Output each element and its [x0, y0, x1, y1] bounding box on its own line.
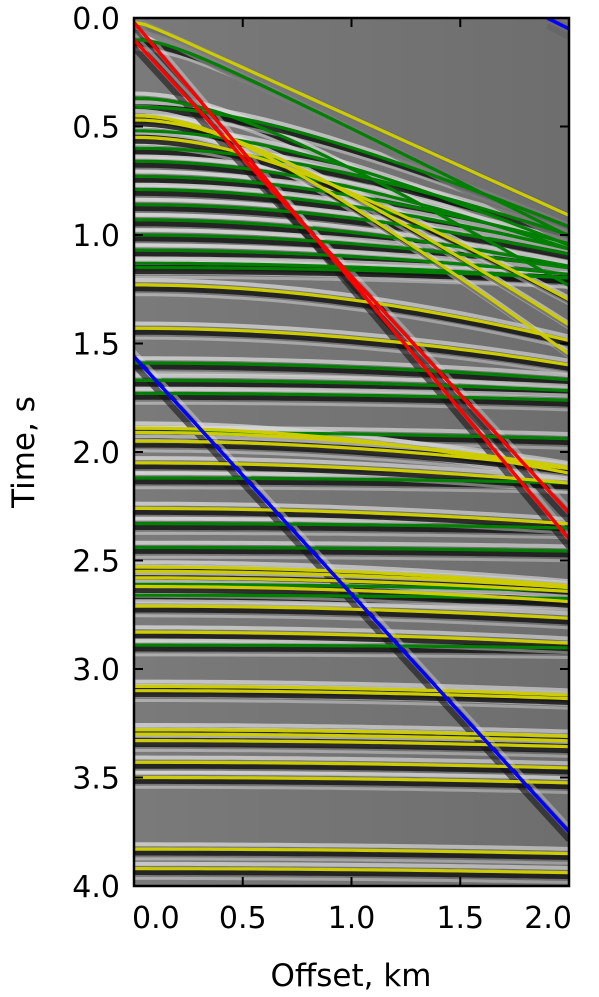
- y-tick-label: 1.5: [72, 328, 120, 363]
- yellow-hyperbola: [134, 20, 569, 217]
- x-tick-label: 1.0: [328, 901, 376, 936]
- yellow-hyperbola: [134, 565, 569, 588]
- yellow-hyperbola: [134, 576, 569, 593]
- green-hyperbola: [134, 105, 569, 229]
- x-tick-label: 2.0: [524, 901, 572, 936]
- green-hyperbola: [134, 218, 569, 268]
- green-hyperbola: [134, 476, 569, 485]
- yellow-hyperbola: [134, 739, 569, 749]
- yellow-hyperbola: [134, 604, 569, 620]
- green-hyperbola: [134, 391, 569, 402]
- yellow-hyperbola: [134, 732, 569, 743]
- x-tick-label: 0.5: [219, 901, 267, 936]
- yellow-hyperbola: [134, 118, 569, 327]
- y-tick-label: 0.5: [72, 111, 120, 146]
- yellow-hyperbola: [134, 439, 569, 471]
- green-hyperbola: [134, 361, 569, 382]
- yellow-hyperbola: [134, 630, 569, 645]
- green-hyperbola: [134, 129, 569, 247]
- y-tick-label: 3.0: [72, 653, 120, 688]
- x-tick-label: 1.5: [436, 901, 484, 936]
- y-tick-label: 0.0: [72, 2, 120, 37]
- yellow-hyperbola: [134, 326, 569, 367]
- yellow-hyperbola: [134, 684, 569, 697]
- yellow-hyperbola: [134, 461, 569, 485]
- x-tick-label: 0.0: [132, 901, 180, 936]
- yellow-hyperbola: [134, 283, 569, 342]
- picked-events: [134, 18, 569, 875]
- yellow-hyperbola: [134, 506, 569, 526]
- blue-linear-event: [546, 18, 569, 31]
- yellow-hyperbola: [134, 135, 569, 302]
- y-tick-label: 2.0: [72, 436, 120, 471]
- yellow-hyperbola: [134, 847, 569, 856]
- y-tick-label: 3.5: [72, 762, 120, 797]
- green-hyperbola: [134, 233, 569, 270]
- green-hyperbola: [134, 146, 569, 237]
- yellow-hyperbola: [134, 775, 569, 785]
- green-hyperbola: [134, 378, 569, 393]
- y-axis-label: Time, s: [6, 396, 42, 509]
- seismic-gather: [134, 18, 569, 886]
- yellow-hyperbola: [134, 760, 569, 770]
- red-linear-event: [134, 38, 569, 514]
- yellow-hyperbola: [134, 584, 569, 604]
- green-hyperbola: [134, 643, 569, 650]
- blue-linear-event: [134, 355, 569, 833]
- yellow-hyperbola: [134, 867, 569, 875]
- green-hyperbola: [134, 248, 569, 276]
- yellow-hyperbola: [134, 728, 569, 738]
- y-tick-label: 1.0: [72, 219, 120, 254]
- x-axis-label: Offset, km: [271, 958, 432, 994]
- green-hyperbola: [134, 203, 569, 256]
- green-hyperbola: [134, 582, 569, 593]
- green-hyperbola: [134, 265, 569, 280]
- yellow-hyperbola: [134, 689, 569, 701]
- y-tick-label: 2.5: [72, 545, 120, 580]
- red-linear-event: [134, 21, 569, 540]
- green-hyperbola: [134, 522, 569, 530]
- y-tick-label: 4.0: [72, 870, 120, 905]
- yellow-hyperbola: [134, 569, 569, 590]
- green-hyperbola: [134, 545, 569, 553]
- axis-ticks: 0.0 0.5 1.0 1.5 2.0 0.0 0.5 1.0 1.5 2.0 2.5 3.0 3.5 4…: [72, 2, 572, 936]
